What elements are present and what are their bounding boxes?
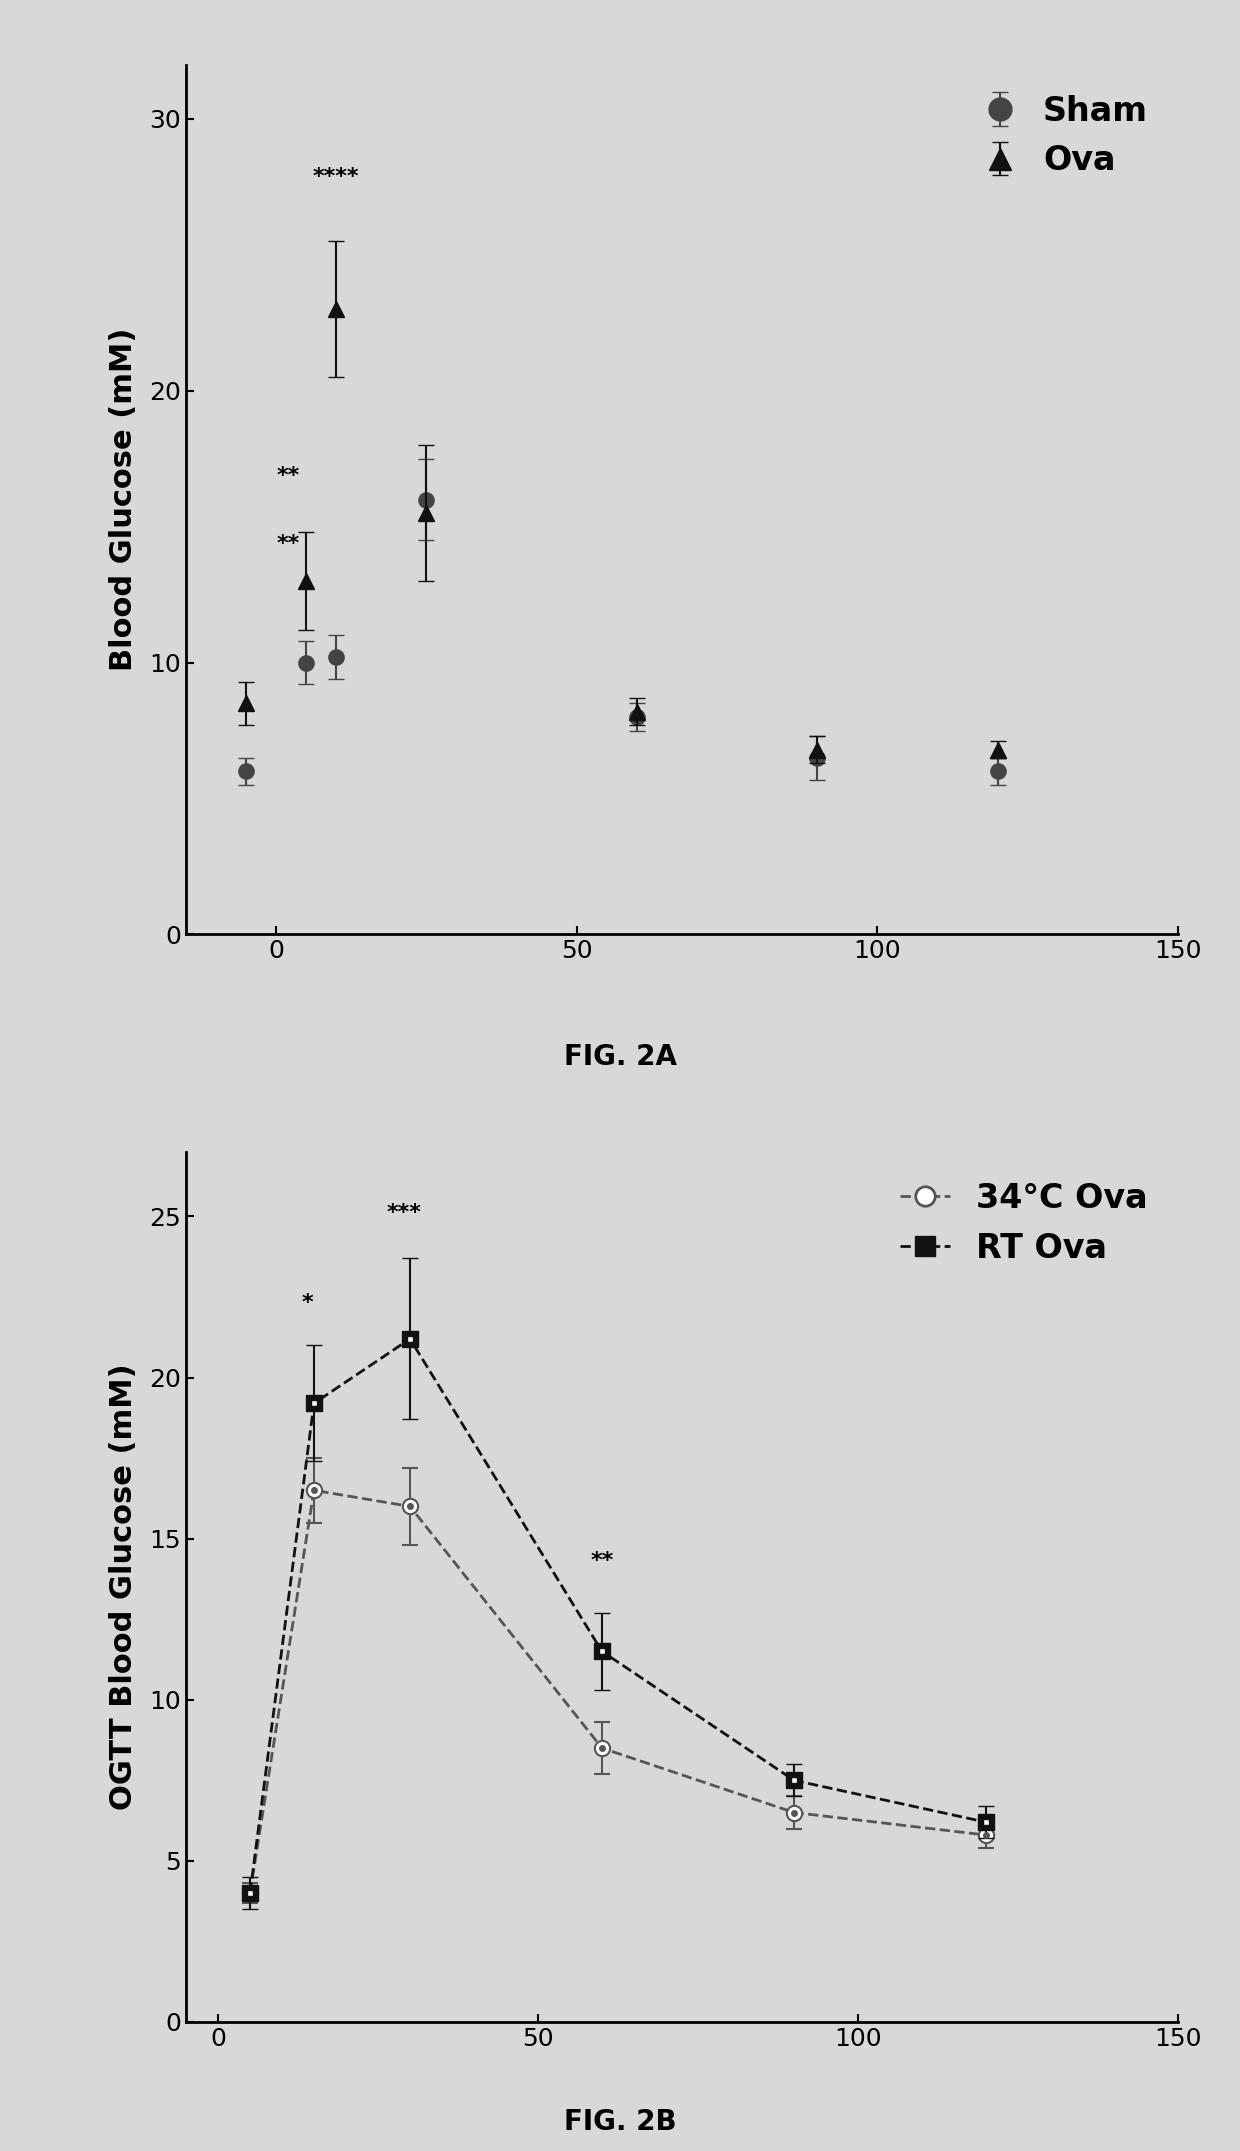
Text: **: **	[277, 533, 300, 555]
Legend: 34°C Ova, RT Ova: 34°C Ova, RT Ova	[887, 1168, 1162, 1278]
Text: FIG. 2A: FIG. 2A	[563, 1043, 677, 1071]
Text: **: **	[277, 467, 300, 486]
Text: ***: ***	[386, 1202, 422, 1224]
Text: **: **	[590, 1551, 614, 1570]
Text: *: *	[301, 1293, 314, 1312]
Text: ****: ****	[312, 168, 360, 187]
Y-axis label: Blood Glucose (mM): Blood Glucose (mM)	[109, 327, 138, 671]
Text: FIG. 2B: FIG. 2B	[564, 2108, 676, 2136]
Legend: Sham, Ova: Sham, Ova	[970, 82, 1162, 191]
Y-axis label: OGTT Blood Glucose (mM): OGTT Blood Glucose (mM)	[109, 1364, 138, 1811]
